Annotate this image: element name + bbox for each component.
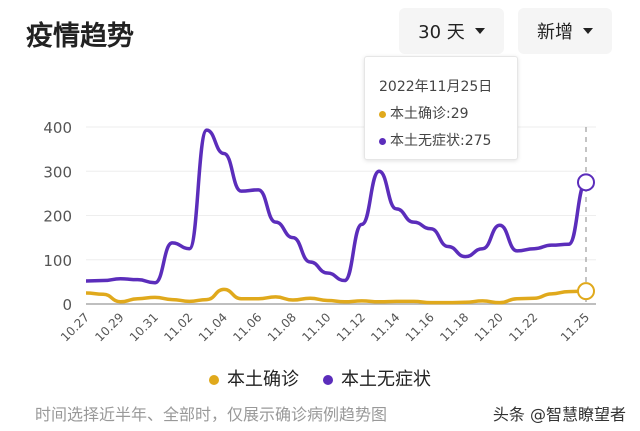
x-tick-label: 11.14 <box>368 310 402 344</box>
x-tick-label: 11.12 <box>334 310 368 344</box>
asymptomatic-dot-icon <box>323 375 333 385</box>
tooltip-confirmed: 本土确诊:29 <box>390 106 469 122</box>
confirmed-dot-icon <box>379 110 386 118</box>
legend-label: 本土无症状 <box>341 369 431 390</box>
legend: 本土确诊 本土无症状 <box>0 365 640 391</box>
x-tick-label: 10.29 <box>92 310 126 344</box>
tooltip-asymptomatic: 本土无症状:275 <box>390 133 492 149</box>
y-tick-label: 100 <box>43 252 72 270</box>
x-tick-label: 11.22 <box>506 310 540 344</box>
legend-item-confirmed[interactable]: 本土确诊 <box>209 365 299 391</box>
x-tick-label: 11.25 <box>558 310 592 344</box>
tooltip-date: 2022年11月25日 <box>379 79 493 95</box>
y-tick-label: 200 <box>43 208 72 226</box>
x-tick-label: 11.20 <box>472 310 506 344</box>
x-tick-label: 11.18 <box>437 310 471 344</box>
range-label: 30 天 <box>418 22 465 43</box>
x-tick-label: 11.10 <box>299 310 333 344</box>
legend-item-asymptomatic[interactable]: 本土无症状 <box>323 365 431 391</box>
legend-label: 本土确诊 <box>227 369 299 390</box>
tooltip: 2022年11月25日 本土确诊:29 本土无症状:275 <box>364 56 518 160</box>
y-tick-label: 300 <box>43 163 72 181</box>
y-tick-label: 400 <box>43 119 72 137</box>
range-dropdown[interactable]: 30 天 <box>399 8 504 54</box>
confirmed-line <box>85 287 587 305</box>
highlight-point <box>577 282 595 301</box>
x-tick-label: 11.08 <box>265 310 299 344</box>
asymptomatic-line <box>85 128 588 285</box>
tooltip-asymptomatic-row: 本土无症状:275 <box>379 128 517 155</box>
x-tick-label: 11.16 <box>403 310 437 344</box>
x-tick-label: 10.27 <box>58 310 92 344</box>
page-title: 疫情趋势 <box>26 21 134 52</box>
x-tick-label: 11.04 <box>196 310 230 344</box>
x-tick-label: 11.06 <box>230 310 264 344</box>
mode-label: 新增 <box>537 22 573 43</box>
footnote: 时间选择近半年、全部时，仅展示确诊病例趋势图 <box>35 405 388 424</box>
highlight-point <box>577 173 595 192</box>
x-tick-label: 11.02 <box>161 310 195 344</box>
confirmed-dot-icon <box>209 375 219 385</box>
tooltip-confirmed-row: 本土确诊:29 <box>379 101 517 128</box>
mode-dropdown[interactable]: 新增 <box>518 8 612 54</box>
x-tick-label: 10.31 <box>127 310 161 344</box>
y-tick-label: 0 <box>62 296 72 314</box>
watermark: 头条 @智慧瞭望者 <box>492 405 626 424</box>
caret-down-icon <box>583 28 593 34</box>
caret-down-icon <box>474 28 485 34</box>
asymptomatic-dot-icon <box>379 137 386 145</box>
